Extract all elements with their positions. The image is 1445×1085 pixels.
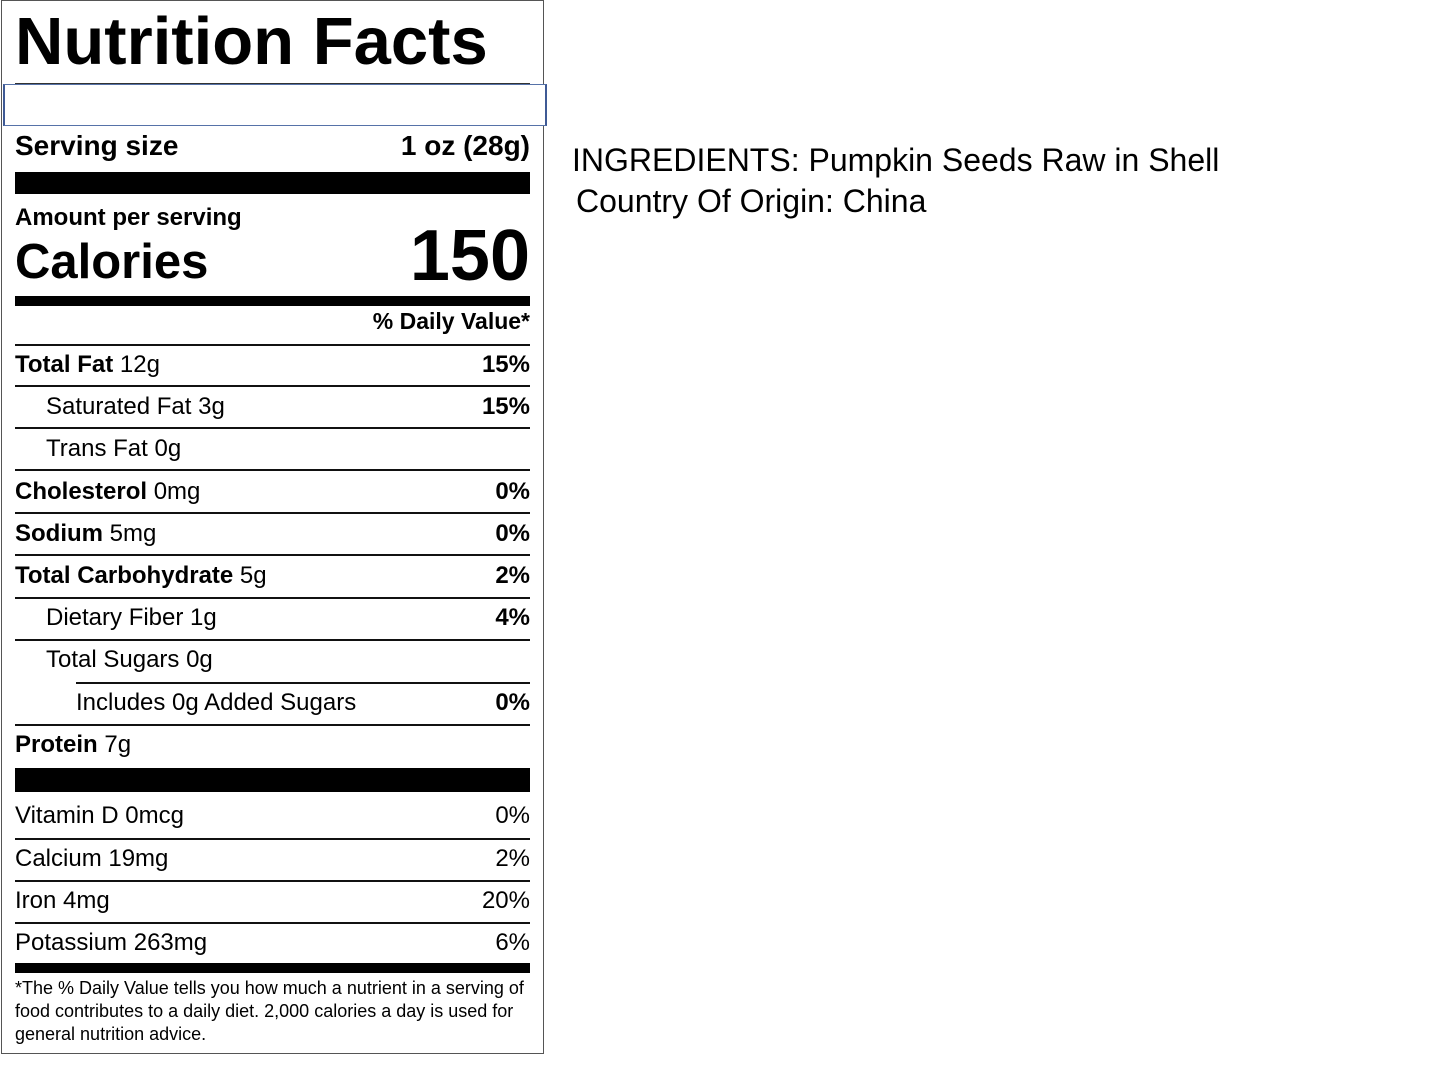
- bottom-divider: [15, 963, 530, 973]
- divider: [15, 597, 530, 599]
- divider: [15, 554, 530, 556]
- vitamin-dv: 6%: [495, 929, 530, 956]
- vitamin-dv: 0%: [495, 802, 530, 829]
- calories-value: 150: [409, 216, 530, 296]
- thick-divider-vitamins: [15, 768, 530, 792]
- divider: [15, 469, 530, 471]
- serving-size-row: Serving size 1 oz (28g): [15, 126, 530, 162]
- nutrient-dv: 0%: [495, 478, 530, 505]
- nutrient-name: Protein: [15, 731, 98, 758]
- nutrient-dv: 15%: [481, 393, 530, 420]
- nutrient-row-added-sugars: Includes 0g Added Sugars 0%: [15, 683, 530, 723]
- divider: [15, 922, 530, 924]
- divider: [15, 838, 530, 840]
- nutrient-name: Trans Fat: [46, 435, 148, 462]
- vitamin-amount: 19mg: [108, 845, 169, 872]
- daily-value-footnote: *The % Daily Value tells you how much a …: [15, 978, 524, 1044]
- vitamin-name: Calcium: [15, 845, 102, 872]
- nutrient-name: Total Fat: [15, 351, 114, 378]
- divider: [15, 344, 530, 346]
- nutrient-amount: 1g: [190, 604, 217, 631]
- thick-divider-top: [15, 172, 530, 194]
- nutrient-row-total-sugars: Total Sugars 0g: [15, 640, 530, 680]
- vitamin-amount: 263mg: [133, 929, 208, 956]
- vitamin-row-potassium: Potassium 263mg 6%: [15, 923, 530, 963]
- calories-label: Calories: [15, 235, 209, 289]
- nutrient-row-cholesterol: Cholesterol 0mg 0%: [15, 472, 530, 512]
- serving-size-label: Serving size: [15, 130, 179, 161]
- divider: [15, 880, 530, 882]
- nutrient-amount: 3g: [198, 393, 225, 420]
- label-title: Nutrition Facts: [15, 4, 488, 79]
- vitamin-name: Potassium: [15, 929, 128, 956]
- nutrient-row-protein: Protein 7g: [15, 725, 530, 765]
- nutrient-name: Total Carbohydrate: [15, 562, 234, 589]
- vitamin-row-calcium: Calcium 19mg 2%: [15, 839, 530, 879]
- divider-indented: [76, 682, 530, 684]
- divider: [15, 427, 530, 429]
- daily-value-header: % Daily Value*: [372, 308, 530, 334]
- nutrient-name: Dietary Fiber: [46, 604, 184, 631]
- divider: [15, 724, 530, 726]
- nutrient-amount: 0g: [186, 646, 213, 673]
- nutrient-dv: 0%: [495, 689, 530, 716]
- nutrient-amount: 5g: [239, 562, 267, 589]
- divider: [15, 639, 530, 641]
- vitamin-amount: 0mcg: [125, 802, 184, 829]
- vitamin-amount: 4mg: [63, 887, 110, 914]
- ingredients-text: INGREDIENTS: Pumpkin Seeds Raw in Shell: [572, 142, 1220, 178]
- nutrient-amount: 0mg: [153, 478, 201, 505]
- nutrient-row-dietary-fiber: Dietary Fiber 1g 4%: [15, 598, 530, 638]
- serving-size-value: 1 oz (28g): [400, 130, 530, 161]
- title-divider: [15, 83, 530, 84]
- nutrient-amount: 5mg: [109, 520, 157, 547]
- divider: [15, 512, 530, 514]
- nutrient-amount: 12g: [119, 351, 160, 378]
- nutrient-row-total-carbohydrate: Total Carbohydrate 5g 2%: [15, 556, 530, 596]
- nutrient-dv: 0%: [495, 520, 530, 547]
- nutrient-dv: 15%: [481, 351, 530, 378]
- nutrient-name: Total Sugars: [46, 646, 180, 673]
- vitamin-name: Vitamin D: [15, 802, 119, 829]
- nutrient-dv: 4%: [495, 604, 530, 631]
- nutrient-name: Sodium: [15, 520, 103, 547]
- nutrient-dv: 2%: [495, 562, 530, 589]
- nutrient-row-sodium: Sodium 5mg 0%: [15, 514, 530, 554]
- amount-per-serving: Amount per serving: [15, 204, 242, 231]
- nutrient-row-trans-fat: Trans Fat 0g: [15, 429, 530, 469]
- nutrition-facts-label: [1, 0, 544, 1054]
- medium-divider: [15, 296, 530, 306]
- vitamin-name: Iron: [15, 887, 57, 914]
- nutrient-name: Includes 0g Added Sugars: [76, 689, 357, 716]
- vitamin-dv: 2%: [495, 845, 530, 872]
- vitamin-row-vitamin-d: Vitamin D 0mcg 0%: [15, 796, 530, 836]
- vitamin-dv: 20%: [481, 887, 530, 914]
- nutrient-row-total-fat: Total Fat 12g 15%: [15, 345, 530, 385]
- nutrient-name: Saturated Fat: [46, 393, 192, 420]
- empty-text-box[interactable]: [3, 84, 547, 126]
- vitamin-row-iron: Iron 4mg 20%: [15, 881, 530, 921]
- nutrient-row-saturated-fat: Saturated Fat 3g 15%: [15, 387, 530, 427]
- divider: [15, 385, 530, 387]
- nutrient-amount: 0g: [154, 435, 182, 462]
- nutrient-name: Cholesterol: [15, 478, 148, 505]
- country-of-origin: Country Of Origin: China: [576, 183, 927, 219]
- nutrient-amount: 7g: [104, 731, 132, 758]
- calories-row: Calories 150: [15, 216, 530, 296]
